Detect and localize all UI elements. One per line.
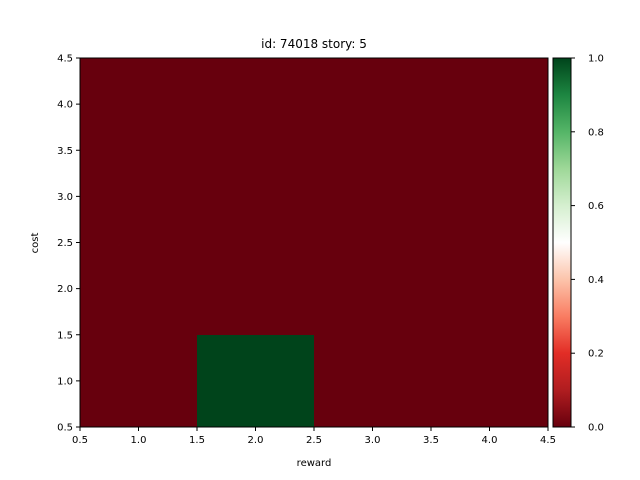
x-axis-label: reward — [297, 458, 332, 469]
colorbar-tick-label: 0.2 — [588, 349, 604, 360]
heatmap-cell — [431, 150, 548, 243]
y-tick-label: 2.5 — [57, 238, 73, 249]
colorbar — [552, 57, 572, 428]
y-axis: 0.5 1.0 1.5 2.0 2.5 3.0 3.5 4.0 4.5 — [57, 54, 80, 434]
y-axis-label: cost — [30, 233, 41, 254]
x-tick-label: 3.0 — [365, 435, 381, 446]
x-axis: 0.5 1.0 1.5 2.0 2.5 3.0 3.5 4.0 4.5 — [72, 427, 556, 446]
x-tick-label: 2.0 — [248, 435, 264, 446]
heatmap-cell — [314, 242, 431, 335]
y-tick-label: 1.5 — [57, 330, 73, 341]
heatmap-cell — [431, 242, 548, 335]
colorbar-tick-label: 1.0 — [588, 54, 604, 65]
y-tick-label: 4.0 — [57, 100, 73, 111]
x-tick-label: 2.5 — [306, 435, 322, 446]
heatmap-cell — [80, 58, 197, 151]
x-tick-label: 4.5 — [540, 435, 556, 446]
heatmap-cell — [197, 150, 314, 243]
colorbar-tick-label: 0.0 — [588, 423, 604, 434]
heatmap-cell — [80, 242, 197, 335]
heatmap-cell — [80, 150, 197, 243]
colorbar-tick-label: 0.4 — [588, 275, 604, 286]
heatmap-cell — [314, 58, 431, 151]
y-tick-label: 3.5 — [57, 146, 73, 157]
x-tick-label: 0.5 — [72, 435, 88, 446]
heatmap-cell — [197, 242, 314, 335]
x-tick-label: 4.0 — [482, 435, 498, 446]
heatmap-cell — [431, 58, 548, 151]
heatmap-cell — [314, 150, 431, 243]
heatmap-cell — [197, 334, 314, 427]
colorbar-tick-label: 0.6 — [588, 201, 604, 212]
x-tick-label: 1.5 — [189, 435, 205, 446]
heatmap-cell — [314, 334, 431, 427]
chart-title: id: 74018 story: 5 — [261, 37, 367, 51]
x-tick-label: 3.5 — [423, 435, 439, 446]
colorbar-tick-label: 0.8 — [588, 127, 604, 138]
colorbar-axis: 0.0 0.2 0.4 0.6 0.8 1.0 — [571, 54, 604, 434]
heatmap-cell — [80, 334, 197, 427]
y-tick-label: 3.0 — [57, 192, 73, 203]
heatmap-cell — [431, 334, 548, 427]
y-tick-label: 2.0 — [57, 284, 73, 295]
y-tick-label: 0.5 — [57, 423, 73, 434]
x-tick-label: 1.0 — [131, 435, 147, 446]
y-tick-label: 1.0 — [57, 376, 73, 387]
y-tick-label: 4.5 — [57, 54, 73, 65]
heatmap-cell — [197, 58, 314, 151]
heatmap-cells — [80, 58, 548, 427]
